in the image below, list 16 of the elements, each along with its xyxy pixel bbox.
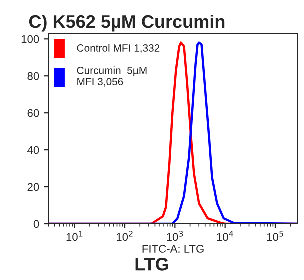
chart-title: C) K562 5µM Curcumin [29, 14, 225, 32]
legend-label: Control MFI 1,332 [77, 44, 160, 54]
x-tick-label: 10$^{2}$ [116, 230, 133, 242]
x-tick-label: 10$^{1}$ [66, 231, 83, 242]
y-tick-label: 0 [34, 220, 40, 228]
legend-label: Curcumin 5µM MFI 3,056 [77, 66, 147, 87]
y-tick-label: 20 [28, 183, 40, 192]
x-tick-label: 10$^{3}$ [167, 230, 184, 242]
y-tick-label: 40 [28, 146, 40, 154]
x-tick-label: 10$^{5}$ [267, 231, 284, 242]
y-tick-label: 100 [22, 35, 40, 44]
x-tick-label: 10$^{4}$ [217, 231, 234, 242]
x-axis-title: FITC-A: LTG [142, 245, 204, 253]
y-tick-label: 60 [28, 109, 40, 118]
y-tick-label: 80 [28, 72, 40, 80]
text: LTG [136, 258, 168, 271]
